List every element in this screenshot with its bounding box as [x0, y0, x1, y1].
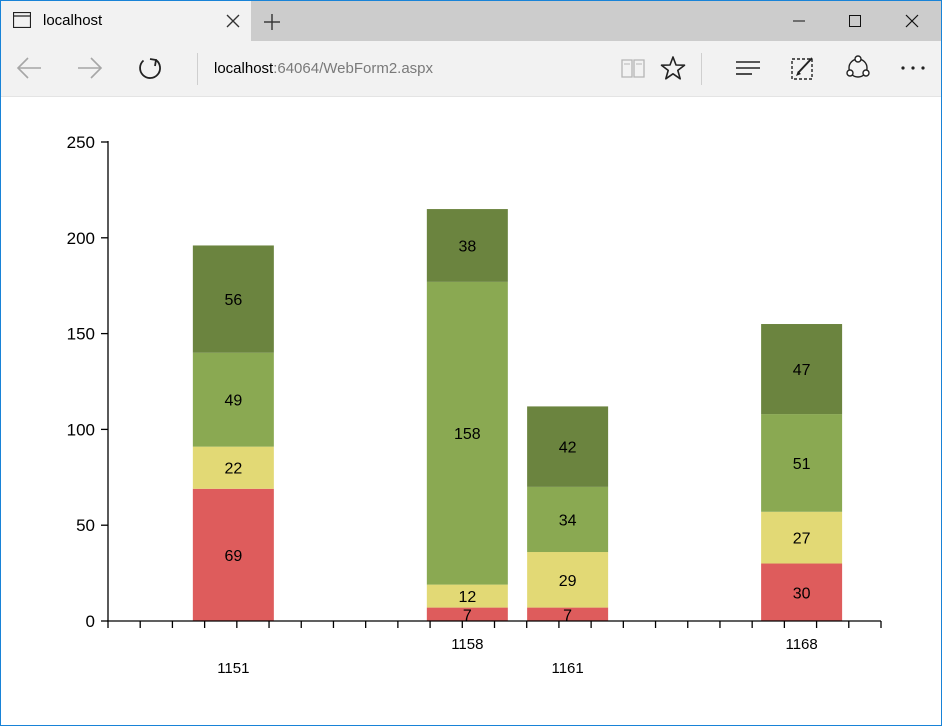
data-label: 158: [454, 426, 481, 443]
tab-title: localhost: [43, 12, 103, 29]
bar-segment: [426, 209, 508, 282]
stacked-bar-chart: 0501001502002506922495671215838729344230…: [67, 133, 882, 677]
x-tick-label: 1161: [551, 660, 583, 677]
close-tab-icon[interactable]: [225, 13, 241, 29]
share-icon: [846, 55, 870, 78]
data-label: 29: [559, 573, 577, 590]
hub-button[interactable]: [734, 54, 762, 82]
data-label: 42: [559, 440, 577, 457]
bar-segment: [761, 324, 843, 415]
data-label: 7: [563, 607, 572, 624]
address-bar[interactable]: localhost:64064/WebForm2.aspx: [214, 60, 433, 77]
data-label: 47: [793, 362, 811, 379]
data-label: 34: [559, 512, 577, 529]
back-button[interactable]: [15, 54, 43, 82]
address-separator: [197, 53, 198, 85]
x-tick-label: 1168: [785, 636, 817, 653]
forward-button[interactable]: [76, 54, 104, 82]
data-label: 30: [793, 585, 811, 602]
refresh-icon: [139, 58, 161, 79]
new-tab-plus-icon[interactable]: [263, 13, 281, 31]
y-tick-label: 50: [76, 516, 95, 535]
bar-segment: [761, 511, 843, 564]
forward-arrow-icon: [78, 57, 103, 79]
book-icon: [621, 59, 645, 78]
navigation-bar: localhost:64064/WebForm2.aspx: [1, 41, 941, 97]
bar-segment: [192, 352, 274, 447]
bar-segment: [527, 486, 609, 553]
data-label: 69: [224, 548, 242, 565]
bar-segment: [761, 414, 843, 512]
bar-segment: [761, 563, 843, 621]
bar-segment: [426, 281, 508, 585]
refresh-button[interactable]: [136, 54, 164, 82]
bar-segment: [192, 488, 274, 621]
page-icon: [13, 12, 31, 28]
minimize-icon: [793, 20, 805, 22]
close-icon: [905, 14, 919, 28]
star-icon: [660, 56, 686, 80]
x-tick-label: 1158: [451, 636, 483, 653]
share-button[interactable]: [844, 54, 872, 82]
favorite-button[interactable]: [659, 54, 687, 82]
y-tick-label: 100: [67, 420, 95, 439]
more-icon: [901, 66, 925, 70]
data-label: 12: [458, 589, 476, 606]
data-label: 22: [224, 461, 242, 478]
data-label: 51: [793, 456, 811, 473]
bar-segment: [527, 406, 609, 487]
reading-view-button[interactable]: [619, 54, 647, 82]
y-tick-label: 0: [86, 612, 95, 631]
address-path: :64064/WebForm2.aspx: [273, 60, 434, 77]
maximize-button[interactable]: [827, 1, 883, 41]
maximize-icon: [849, 15, 861, 27]
bar-segment: [527, 552, 609, 608]
web-note-icon: [791, 57, 813, 80]
bar-segment: [192, 446, 274, 489]
data-label: 7: [463, 607, 472, 624]
back-arrow-icon: [16, 57, 41, 79]
minimize-button[interactable]: [771, 1, 827, 41]
web-note-button[interactable]: [789, 54, 817, 82]
data-label: 27: [793, 531, 811, 548]
close-window-button[interactable]: [884, 1, 940, 41]
bar-segment: [192, 245, 274, 353]
data-label: 56: [224, 292, 242, 309]
address-host: localhost: [214, 60, 274, 77]
data-label: 38: [458, 238, 476, 255]
bar-segment: [426, 607, 508, 621]
bar-segment: [527, 607, 609, 621]
more-button[interactable]: [899, 54, 927, 82]
browser-tab[interactable]: localhost: [1, 1, 251, 41]
data-label: 49: [224, 393, 242, 410]
y-tick-label: 150: [67, 325, 95, 344]
bar-segment: [426, 584, 508, 608]
x-tick-label: 1151: [217, 660, 249, 677]
y-tick-label: 200: [67, 229, 95, 248]
y-tick-label: 250: [67, 133, 95, 152]
page-content: 0 50 100 150 200 250 69 22 49 56 7 12 158 38 7 29 34 42 30…: [1, 97, 941, 725]
toolbar-separator: [701, 53, 702, 85]
tab-bar: localhost: [1, 1, 941, 41]
hub-icon: [736, 61, 760, 75]
